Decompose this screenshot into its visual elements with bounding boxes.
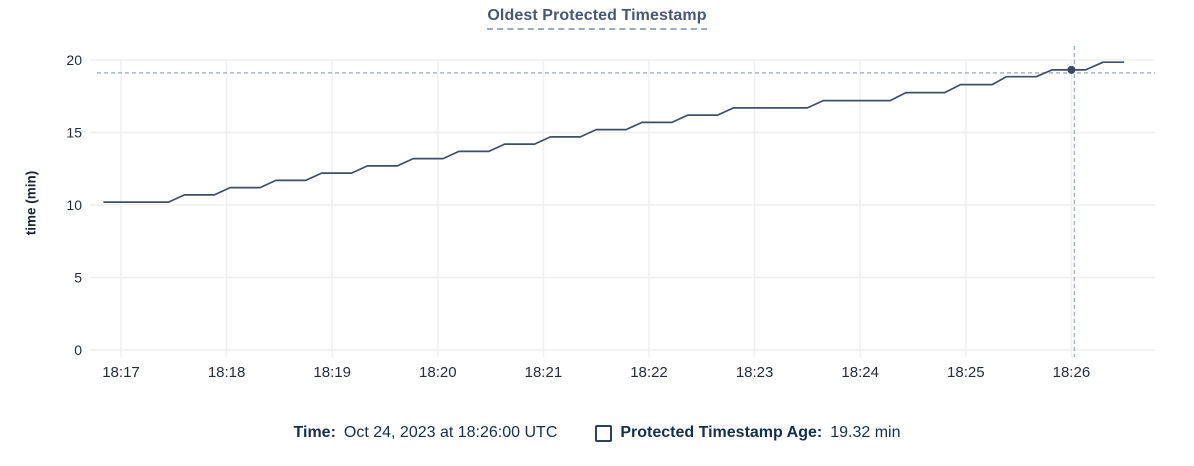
chart-title[interactable]: Oldest Protected Timestamp [487, 7, 707, 30]
legend-time-value: Oct 24, 2023 at 18:26:00 UTC [343, 424, 558, 441]
chart-title-row: Oldest Protected Timestamp [0, 7, 1194, 30]
x-tick-label: 18:21 [525, 364, 563, 381]
series-checkbox-icon[interactable] [595, 424, 613, 442]
legend-series-label[interactable]: Protected Timestamp Age: [620, 424, 823, 441]
x-tick-label: 18:19 [313, 364, 351, 381]
y-tick-label: 15 [66, 125, 82, 141]
y-tick-label: 0 [74, 342, 82, 358]
x-tick-label: 18:26 [1053, 364, 1091, 381]
x-tick-label: 18:23 [736, 364, 774, 381]
x-tick-label: 18:22 [630, 364, 668, 381]
y-tick-label: 20 [66, 52, 82, 68]
hover-dot [1067, 65, 1076, 74]
x-tick-label: 18:17 [102, 364, 140, 381]
legend-time-label: Time: [293, 424, 336, 441]
x-tick-label: 18:18 [208, 364, 246, 381]
x-tick-label: 18:25 [947, 364, 985, 381]
y-tick-label: 10 [66, 197, 82, 213]
x-tick-label: 18:24 [841, 364, 879, 381]
x-tick-label: 18:20 [419, 364, 457, 381]
legend-series-value: 19.32 min [830, 424, 901, 441]
y-tick-label: 5 [74, 270, 82, 286]
hover-legend: Time: Oct 24, 2023 at 18:26:00 UTC Prote… [0, 421, 1194, 445]
series-line [103, 61, 1125, 203]
